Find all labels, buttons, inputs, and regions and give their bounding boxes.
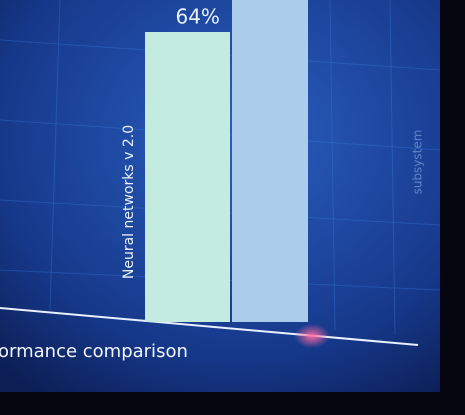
glow: [294, 324, 330, 348]
chart-title: ormance comparison: [0, 341, 188, 362]
annotation: subsystem: [411, 130, 425, 195]
bezel: [0, 392, 465, 415]
value-label: 64%: [175, 5, 219, 29]
category-label: Neural networks v 2.0: [121, 125, 137, 279]
bar: [145, 32, 230, 322]
page: 64% Neural networks v 2.0 ormance compari…: [0, 0, 465, 415]
chart: 64% Neural networks v 2.0 ormance compari…: [0, 0, 465, 415]
bar: [232, 0, 308, 322]
